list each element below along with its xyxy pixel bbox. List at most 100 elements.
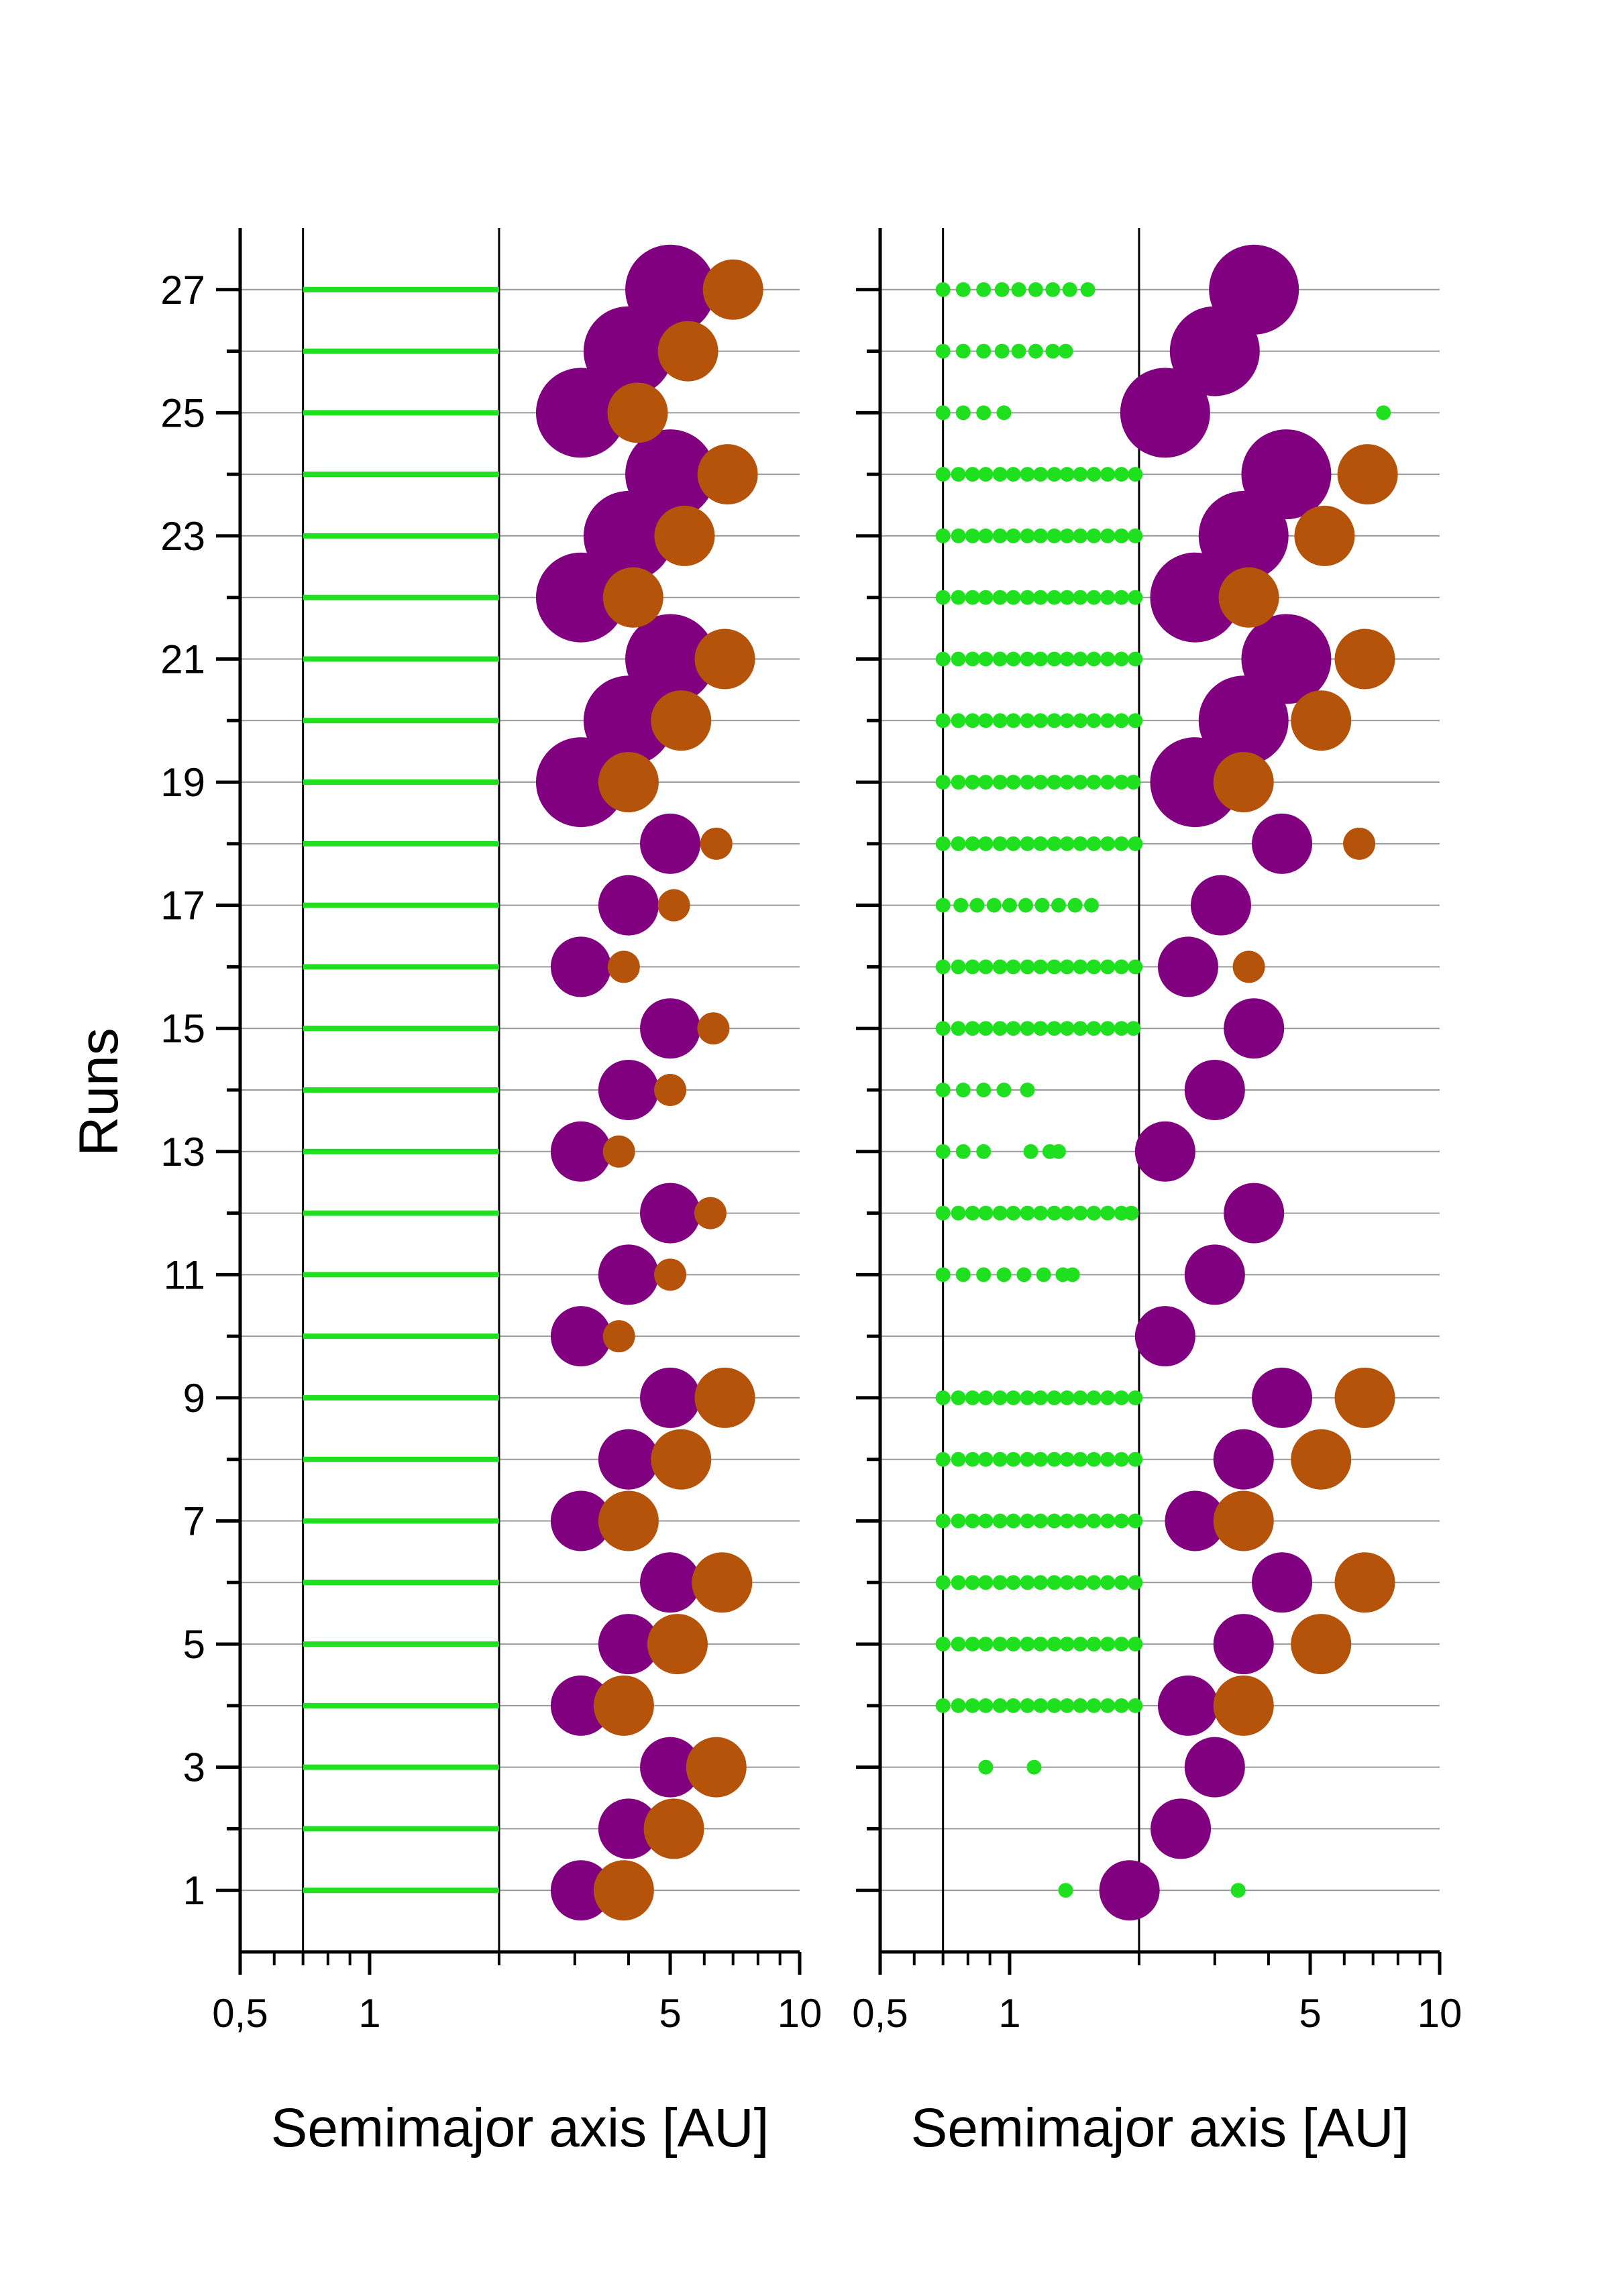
embryo-point	[978, 713, 994, 728]
giant-planet-point	[598, 1429, 659, 1490]
embryo-point	[1033, 590, 1049, 605]
embryo-point	[951, 1513, 966, 1529]
embryo-point	[1033, 959, 1049, 975]
embryo-point	[978, 836, 994, 851]
embryo-point	[1100, 1390, 1116, 1405]
embryo-point	[1058, 343, 1073, 359]
embryo-point	[1059, 775, 1075, 790]
giant-planet-point	[1252, 1552, 1313, 1613]
giant-planet-point	[598, 1244, 659, 1305]
outer-planet-point	[1291, 1614, 1352, 1675]
embryo-point	[1020, 467, 1035, 482]
embryo-point	[965, 467, 980, 482]
outer-planet-point	[654, 1258, 687, 1291]
embryo-point	[1126, 1021, 1141, 1036]
embryo-point	[1100, 651, 1116, 667]
giant-planet-point	[1241, 429, 1332, 520]
giant-planet-point	[550, 936, 611, 997]
embryo-point	[1023, 1144, 1038, 1159]
embryo-point	[1016, 1267, 1032, 1282]
embryo-point	[1028, 343, 1043, 359]
outer-planet-point	[697, 1012, 730, 1045]
embryo-point	[1047, 1637, 1062, 1652]
embryo-point	[1006, 1513, 1021, 1529]
embryo-point	[1062, 282, 1077, 297]
embryo-point	[1059, 651, 1075, 667]
embryo-point	[1047, 1021, 1062, 1036]
y-tick-label: 3	[183, 1745, 205, 1790]
embryo-point	[1059, 713, 1075, 728]
embryo-point	[1114, 713, 1129, 728]
embryo-point	[955, 405, 971, 421]
embryo-point	[1100, 467, 1116, 482]
giant-planet-point	[1134, 1121, 1195, 1182]
embryo-point	[969, 897, 985, 913]
embryo-point	[935, 1144, 951, 1159]
giant-planet-point	[640, 1183, 701, 1244]
x-tick-label: 1	[358, 1991, 380, 2036]
embryo-point	[1128, 1575, 1143, 1590]
embryo-point	[1114, 1637, 1129, 1652]
embryo-point	[992, 713, 1008, 728]
embryo-point	[1006, 836, 1021, 851]
embryo-point	[935, 775, 951, 790]
giant-planet-point	[640, 1737, 701, 1798]
embryo-point	[965, 713, 980, 728]
embryo-point	[978, 1575, 994, 1590]
outer-planet-point	[1213, 752, 1274, 813]
embryo-point	[1020, 1698, 1035, 1713]
embryo-point	[1086, 651, 1102, 667]
embryo-point	[1128, 1452, 1143, 1467]
y-tick-label: 15	[160, 1006, 205, 1051]
embryo-point	[1020, 713, 1035, 728]
embryo-point	[1059, 1698, 1075, 1713]
y-tick-label: 21	[160, 637, 205, 682]
giant-planet-point	[1120, 368, 1210, 458]
giant-planet-point	[598, 1060, 659, 1120]
embryo-point	[978, 1698, 994, 1713]
embryo-point	[1073, 1205, 1088, 1221]
outer-planet-point	[647, 1614, 708, 1675]
embryo-point	[1006, 651, 1021, 667]
outer-planet-point	[1343, 827, 1376, 860]
giant-planet-point	[535, 737, 626, 828]
giant-planet-point	[598, 1614, 659, 1675]
embryo-point	[955, 282, 971, 297]
embryo-point	[1114, 1513, 1129, 1529]
embryo-point	[1376, 405, 1391, 421]
embryo-point	[1100, 836, 1116, 851]
embryo-point	[935, 1698, 951, 1713]
embryo-point	[978, 775, 994, 790]
giant-planet-point	[1209, 244, 1299, 335]
embryo-point	[1114, 775, 1129, 790]
embryo-point	[1100, 528, 1116, 543]
embryo-point	[1086, 528, 1102, 543]
embryo-point	[992, 467, 1008, 482]
embryo-point	[965, 1452, 980, 1467]
outer-planet-point	[1291, 690, 1352, 751]
embryo-point	[951, 1021, 966, 1036]
giant-planet-point	[1184, 1244, 1245, 1305]
embryo-point	[1033, 1637, 1049, 1652]
embryo-point	[992, 590, 1008, 605]
embryo-point	[951, 590, 966, 605]
y-tick-label: 9	[183, 1376, 205, 1421]
embryo-point	[1006, 959, 1021, 975]
embryo-point	[1036, 1267, 1051, 1282]
embryo-point	[1080, 282, 1095, 297]
embryo-point	[965, 1390, 980, 1405]
embryo-point	[1047, 1205, 1062, 1221]
y-tick-label: 27	[160, 268, 205, 313]
embryo-point	[976, 1267, 992, 1282]
embryo-point	[935, 836, 951, 851]
embryo-point	[1047, 1390, 1062, 1405]
giant-planet-point	[1157, 936, 1218, 997]
embryo-point	[1006, 1452, 1021, 1467]
embryo-point	[1086, 1390, 1102, 1405]
embryo-point	[1059, 1637, 1075, 1652]
outer-planet-point	[598, 1490, 659, 1551]
embryo-point	[1033, 1575, 1049, 1590]
embryo-point	[1128, 528, 1143, 543]
embryo-point	[935, 1083, 951, 1097]
embryo-point	[1059, 528, 1075, 543]
